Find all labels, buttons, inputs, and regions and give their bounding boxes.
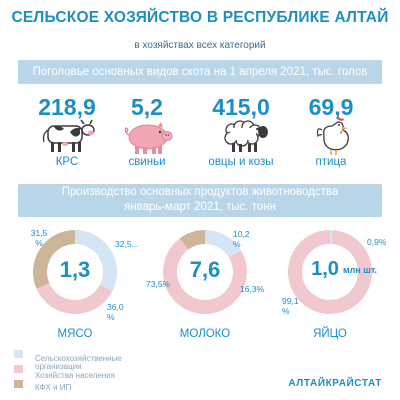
legend-label-farms: КФХ и ИП [35,383,72,392]
milk-center-value: 7,6 [189,257,221,282]
stat-value: 218,9 [38,94,96,120]
milk-chart-title: МОЛОКО [179,328,231,340]
livestock-heading: Поголовье основных видов скота на 1 апре… [18,60,382,84]
eggs-chart-title: ЯЙЦО [313,328,347,340]
legend-label-households: Хозяйства населения [35,371,115,380]
stat-label: овцы и козы [208,156,274,168]
page-subtitle: в хозяйствах всех категорий [134,40,266,51]
eggs-center-unit: млн шт. [343,265,377,275]
legend-swatch-farms [14,380,23,388]
production-heading-line1: Производство основных продуктов животнов… [61,186,339,198]
stat-cattle: 218,9 КРС [22,94,112,168]
legend-swatch-households [14,365,23,373]
cow-icon [42,119,95,152]
brand-logo-text: АЛТАЙКРАЙСТАТ [288,378,382,389]
meat-pct-households: 36,0 % [107,302,124,322]
stat-value: 415,0 [212,94,270,120]
milk-slice-farms [179,230,205,250]
milk-pct-orgs: 16,3% [240,284,265,294]
legend-swatch-orgs [14,350,23,358]
production-heading: Производство основных продуктов животнов… [18,184,382,217]
stat-label: птица [315,156,347,168]
eggs-pct-households: 99,1 % [282,296,299,316]
milk-pct-households: 73,5% [146,279,171,289]
stat-pigs: 5,2 свиньи [102,94,192,168]
eggs-center-value: 1,0 [311,258,339,280]
meat-chart-title: МЯСО [57,328,93,340]
eggs-slice-orgs [330,230,333,245]
eggs-pct-orgs: 0,9% [367,237,387,247]
chicken-icon [316,117,349,155]
stat-sheep: 415,0 овцы и козы [196,94,286,168]
legend-label-orgs: Сельскохозяйственные организации [35,354,122,371]
stat-label: свиньи [128,156,166,168]
milk-pct-farms: 10,2 % [233,229,250,249]
stat-value: 5,2 [131,94,163,120]
meat-center-value: 1,3 [59,257,91,282]
stat-value: 69,9 [308,94,354,120]
stat-label: КРС [55,156,79,168]
meat-pct-farms: 31,5 % [30,228,48,248]
pig-icon [124,122,173,154]
meat-pct-orgs: 32,5... [115,239,139,249]
meat-slice-households [36,283,113,314]
page-title: СЕЛЬСКОЕ ХОЗЯЙСТВО В РЕСПУБЛИКЕ АЛТАЙ [11,9,389,26]
sheep-icon [224,120,268,152]
stat-poultry: 69,9 птица [286,94,376,168]
production-heading-line2: январь-март 2021, тыс. тонн [124,201,276,213]
